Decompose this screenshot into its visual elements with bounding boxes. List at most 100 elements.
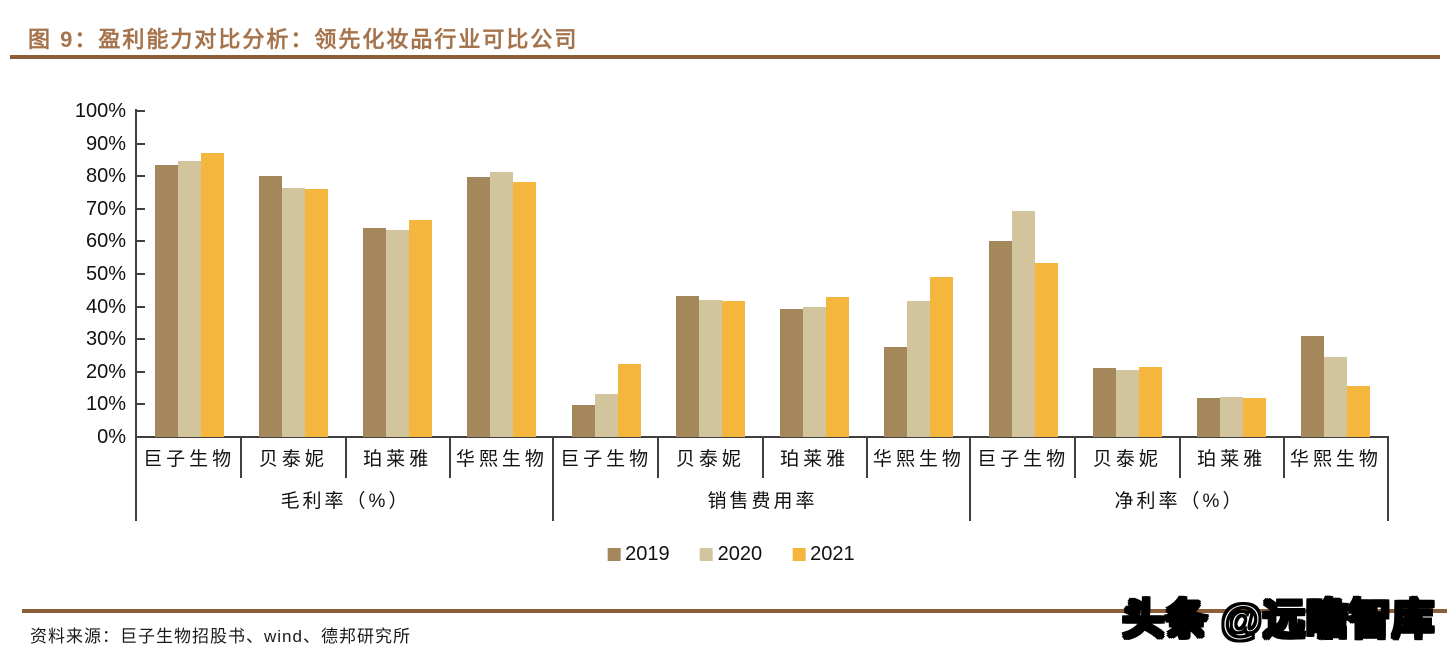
bar-2021 <box>930 276 954 437</box>
category-separator <box>344 437 347 478</box>
y-axis-label: 30% <box>85 328 126 351</box>
bar-2019 <box>884 347 908 437</box>
bar-2020 <box>281 188 305 437</box>
y-axis-tick <box>137 207 145 210</box>
category-label: 巨子生物 <box>560 449 653 470</box>
group-label: 毛利率（%） <box>280 491 411 512</box>
bar-2020 <box>1220 397 1244 437</box>
category-label: 珀莱雅 <box>363 449 433 470</box>
category-label: 巨子生物 <box>143 449 236 470</box>
bar-2021 <box>826 297 850 437</box>
legend-swatch-2019 <box>607 548 621 561</box>
y-axis-label: 50% <box>85 263 126 285</box>
bar-2020 <box>177 161 201 437</box>
bar-2020 <box>490 171 514 437</box>
figure-title: 图 9：盈利能力对比分析：领先化妆品行业可比公司 <box>28 27 579 52</box>
bar-2020 <box>386 229 410 437</box>
bar-2021 <box>409 220 433 437</box>
bar-2021 <box>1138 366 1162 437</box>
y-axis-label: 20% <box>85 360 126 383</box>
bar-2020 <box>1115 369 1139 437</box>
category-label: 华熙生物 <box>872 449 965 470</box>
category-label: 贝泰妮 <box>1092 449 1162 470</box>
legend-label: 2019 <box>625 543 670 565</box>
y-axis-tick <box>137 110 145 112</box>
y-axis-tick <box>137 305 145 308</box>
watermark: 头条 @远瞻智库 <box>1121 595 1435 644</box>
category-label: 贝泰妮 <box>675 449 745 470</box>
group-label: 销售费用率 <box>707 491 818 512</box>
bar-2021 <box>200 152 224 437</box>
category-label: 珀莱雅 <box>780 449 850 470</box>
bar-2019 <box>675 295 699 437</box>
bar-2019 <box>1301 335 1325 437</box>
y-axis-line <box>135 109 137 439</box>
bar-2019 <box>467 177 491 437</box>
source-note: 资料来源：巨子生物招股书、wind、德邦研究所 <box>30 627 411 646</box>
category-separator <box>1074 437 1077 478</box>
category-separator <box>761 437 764 478</box>
bar-2019 <box>988 241 1012 437</box>
legend-label: 2021 <box>810 543 855 565</box>
group-separator <box>135 437 137 521</box>
bottom-rule <box>22 609 1447 613</box>
y-axis-label: 70% <box>85 197 126 220</box>
legend-item-2020: 2020 <box>699 543 763 566</box>
legend-label: 2020 <box>717 543 763 565</box>
legend-item-2019: 2019 <box>607 543 670 566</box>
category-label: 贝泰妮 <box>258 449 328 470</box>
y-axis-tick <box>137 338 145 341</box>
group-separator <box>969 437 971 521</box>
legend-swatch-2020 <box>699 548 713 561</box>
category-separator <box>240 437 243 478</box>
y-axis-tick <box>137 403 145 406</box>
group-label: 净利率（%） <box>1114 491 1245 512</box>
bar-2021 <box>304 189 328 437</box>
bar-2020 <box>907 301 931 437</box>
bar-2020 <box>1324 357 1348 437</box>
bar-2021 <box>721 300 745 437</box>
y-axis-label: 60% <box>85 230 126 253</box>
bar-2019 <box>363 228 387 437</box>
bar-2020 <box>698 300 722 437</box>
y-axis-label: 100% <box>74 100 126 122</box>
bar-2019 <box>571 405 595 437</box>
y-axis-tick <box>137 175 145 178</box>
legend: 2019 2020 2021 <box>607 543 855 566</box>
bar-2020 <box>594 393 618 437</box>
legend-swatch-2021 <box>792 548 806 561</box>
bar-2021 <box>1347 385 1371 437</box>
category-separator <box>1282 437 1285 478</box>
y-axis-label: 90% <box>85 132 126 155</box>
bar-2019 <box>1092 367 1116 437</box>
bar-2021 <box>1243 397 1267 437</box>
y-axis-tick <box>137 142 145 145</box>
y-axis-label: 10% <box>85 393 126 416</box>
bar-2019 <box>780 309 804 437</box>
group-separator <box>552 437 554 521</box>
bar-2021 <box>617 364 641 437</box>
y-axis-label: 40% <box>85 295 126 318</box>
y-axis-tick <box>137 273 145 275</box>
category-separator <box>657 437 660 478</box>
group-separator <box>1387 437 1389 521</box>
y-axis-tick <box>137 370 145 373</box>
category-label: 珀莱雅 <box>1197 449 1267 470</box>
bar-2020 <box>803 306 827 437</box>
category-separator <box>865 437 868 478</box>
bar-2021 <box>1034 263 1058 437</box>
legend-item-2021: 2021 <box>792 543 855 566</box>
bar-2019 <box>1197 397 1221 437</box>
bar-2019 <box>258 175 282 437</box>
bar-2021 <box>513 182 537 437</box>
y-axis-tick <box>137 240 145 243</box>
category-label: 华熙生物 <box>455 449 548 470</box>
category-separator <box>448 437 451 478</box>
bar-2019 <box>154 165 178 437</box>
y-axis-label: 0% <box>97 426 126 448</box>
bar-2020 <box>1011 210 1035 437</box>
category-separator <box>1178 437 1181 478</box>
category-label: 华熙生物 <box>1289 449 1382 470</box>
